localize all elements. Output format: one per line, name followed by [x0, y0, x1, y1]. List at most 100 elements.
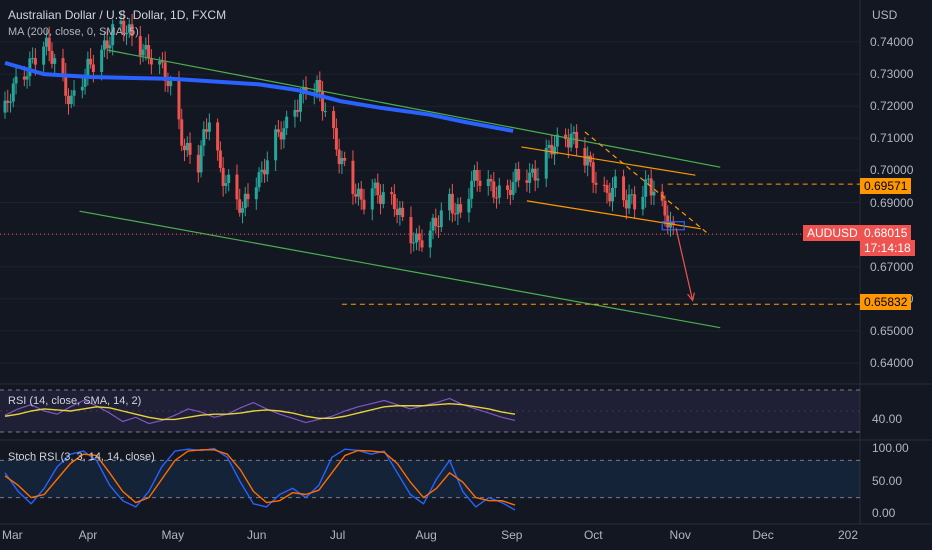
candle-body	[362, 199, 366, 210]
stoch-tick-0: 0.00	[872, 506, 896, 520]
candle-body	[285, 116, 289, 129]
forecast-arrow-line	[675, 228, 694, 301]
time-tick-label: Mar	[2, 528, 23, 542]
candle-body	[323, 111, 327, 113]
candle-body	[401, 207, 405, 218]
time-tick-label: Sep	[501, 528, 523, 542]
stoch-rsi-label[interactable]: Stoch RSI (3, 3, 14, 14, close)	[8, 451, 155, 463]
candle-body	[586, 155, 590, 166]
candle-body	[591, 162, 595, 183]
candle-body	[390, 192, 394, 195]
candle-body	[376, 182, 380, 196]
candle-body	[536, 178, 540, 181]
candle-body	[227, 174, 231, 184]
candle-body	[456, 204, 460, 215]
candle-body	[282, 128, 286, 140]
candle-body	[127, 24, 131, 33]
candle-body	[67, 95, 71, 105]
price-tick-label: 0.73000	[870, 67, 914, 82]
time-tick-label: Oct	[583, 528, 603, 542]
forecast-arrow-head	[687, 292, 695, 302]
candle-body	[669, 222, 673, 228]
candle-body	[296, 109, 300, 112]
candle-body	[147, 45, 151, 59]
candle-body	[9, 101, 13, 103]
candle-body	[354, 193, 358, 197]
candle-body	[439, 210, 443, 228]
candle-body	[33, 58, 37, 65]
candle-body	[122, 20, 126, 35]
candle-body	[64, 73, 68, 96]
ma-indicator-label[interactable]: MA (200, close, 0, SMA, 5)	[8, 26, 139, 38]
stoch-tick-100: 100.00	[872, 441, 909, 455]
candle-body	[588, 155, 592, 163]
stoch-d-line	[4, 449, 516, 506]
rsi-ma-line	[4, 402, 516, 421]
candle-body	[44, 37, 48, 47]
candle-body	[489, 178, 493, 182]
candle-body	[370, 188, 374, 210]
candle-body	[550, 144, 554, 155]
ma200-line	[4, 60, 514, 133]
candle-body	[392, 194, 396, 210]
price-tick-label: 0.71000	[870, 131, 914, 146]
candle-body	[182, 145, 186, 151]
candle-body	[459, 204, 463, 213]
stoch-k-line	[4, 447, 516, 511]
candle-body	[602, 184, 606, 186]
candle-body	[547, 144, 551, 149]
chart-title: Australian Dollar / U.S. Dollar, 1D, FXC…	[8, 8, 227, 22]
candle-body	[119, 20, 123, 25]
candle-body	[216, 122, 220, 151]
candle-body	[555, 134, 559, 147]
candle-body	[169, 80, 173, 87]
candle-body	[373, 182, 377, 189]
stoch-tick-50: 50.00	[872, 474, 903, 488]
candle-body	[564, 134, 568, 140]
candle-body	[351, 160, 355, 194]
price-tick-label: 0.65000	[870, 323, 914, 338]
rsi-band	[0, 390, 860, 432]
candle-body	[11, 83, 15, 102]
candle-body	[158, 61, 162, 65]
price-tick-label: 0.72000	[870, 99, 914, 114]
candle-body	[486, 178, 490, 187]
candle-body	[569, 133, 573, 148]
candle-body	[108, 45, 112, 49]
candle-body	[641, 196, 645, 210]
candle-body	[180, 119, 184, 146]
candle-body	[257, 172, 261, 188]
candle-body	[141, 49, 145, 56]
candle-body	[453, 213, 457, 215]
candle-body	[318, 80, 322, 92]
candle-body	[475, 169, 479, 181]
time-tick-label: Aug	[415, 528, 437, 542]
candle-body	[61, 58, 65, 74]
time-tick-label: Jun	[247, 528, 267, 542]
candle-body	[279, 132, 283, 140]
candle-body	[138, 36, 142, 56]
candle-body	[428, 230, 432, 248]
candle-body	[293, 109, 297, 117]
candle-body	[221, 167, 225, 186]
rsi-label[interactable]: RSI (14, close, SMA, 14, 2)	[8, 395, 142, 407]
candle-body	[448, 193, 452, 211]
candle-body	[274, 129, 278, 161]
candle-body	[525, 180, 529, 183]
candle-body	[160, 61, 164, 63]
candle-body	[528, 172, 532, 183]
candle-body	[243, 193, 247, 209]
orange-channel-upper	[521, 146, 696, 176]
candle-body	[83, 75, 87, 87]
candle-body	[207, 122, 211, 132]
candle-body	[6, 100, 10, 103]
candle-body	[627, 194, 631, 209]
candle-body	[566, 139, 570, 148]
candle-body	[470, 180, 474, 199]
candle-body	[398, 207, 402, 216]
candle-body	[22, 76, 26, 80]
candle-body	[356, 188, 360, 197]
candle-body	[533, 168, 537, 181]
